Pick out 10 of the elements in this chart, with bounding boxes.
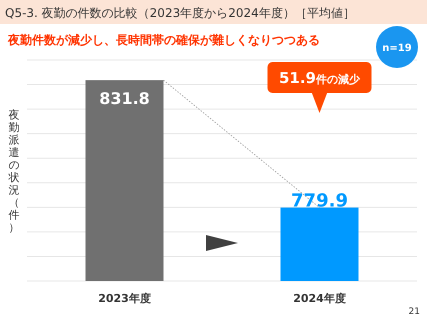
- title: Q5-3. 夜勤の件数の比較（2023年度から2024年度）［平均値］: [5, 6, 355, 20]
- data-label: 779.9: [291, 190, 348, 212]
- x-tick-label: 2023年度: [98, 292, 151, 305]
- annotation: 51.9件の減少: [278, 69, 362, 87]
- text: n=19: [382, 43, 412, 54]
- data-label: 831.8: [99, 89, 150, 108]
- x-tick-label: 2024年度: [293, 292, 346, 305]
- text: 21: [408, 307, 420, 317]
- subtitle: 夜勤件数が減少し、長時間帯の確保が難しくなりつつある: [8, 33, 320, 47]
- ylabel: 夜勤派遣の状況（件）: [8, 108, 20, 234]
